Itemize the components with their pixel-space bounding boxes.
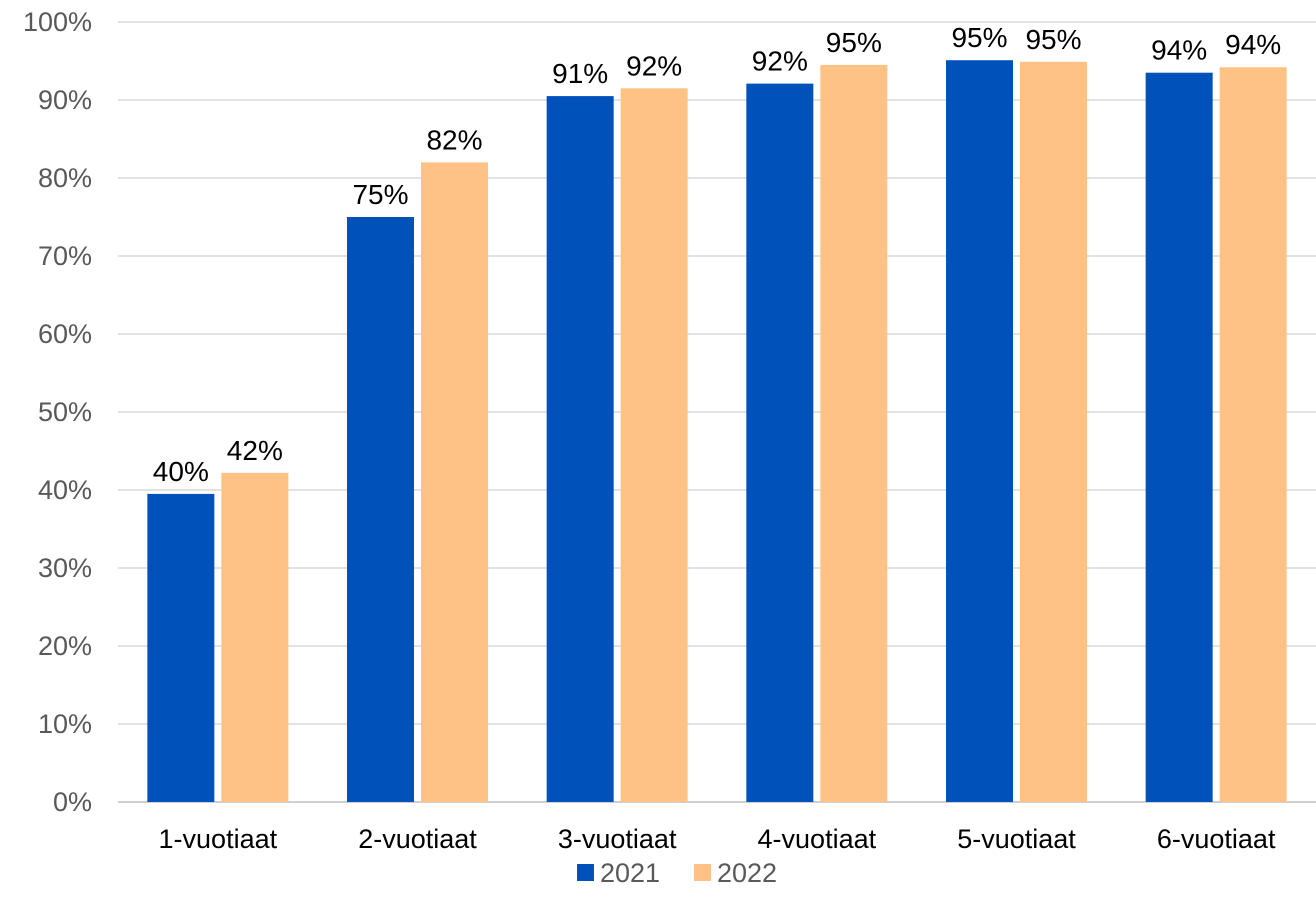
y-tick-label: 40% bbox=[38, 475, 92, 505]
legend-swatch-2021 bbox=[577, 864, 594, 881]
bar-2021-6-vuotiaat bbox=[1145, 72, 1213, 802]
bar-2022-2-vuotiaat bbox=[421, 162, 488, 802]
bar-2022-5-vuotiaat bbox=[1020, 61, 1087, 802]
x-category-label: 4-vuotiaat bbox=[758, 824, 877, 854]
x-category-label: 6-vuotiaat bbox=[1157, 824, 1276, 854]
data-label: 40% bbox=[153, 456, 209, 487]
bar-2022-3-vuotiaat bbox=[620, 88, 688, 803]
y-tick-label: 0% bbox=[53, 787, 92, 817]
data-label: 94% bbox=[1151, 35, 1207, 66]
gridlines bbox=[118, 21, 1316, 803]
data-label: 42% bbox=[227, 435, 283, 466]
data-label: 95% bbox=[951, 22, 1007, 53]
bar-2021-5-vuotiaat bbox=[946, 60, 1013, 803]
y-tick-label: 60% bbox=[38, 319, 92, 349]
x-category-label: 2-vuotiaat bbox=[358, 824, 477, 854]
data-label: 94% bbox=[1225, 29, 1281, 60]
y-tick-label: 100% bbox=[23, 7, 92, 37]
data-label: 92% bbox=[752, 46, 808, 77]
y-tick-label: 70% bbox=[38, 241, 92, 271]
y-tick-label: 30% bbox=[38, 553, 92, 583]
y-tick-label: 20% bbox=[38, 631, 92, 661]
legend-label: 2022 bbox=[717, 858, 777, 888]
x-category-label: 3-vuotiaat bbox=[558, 824, 677, 854]
bars bbox=[147, 60, 1287, 803]
legend: 2021 2022 bbox=[577, 858, 777, 888]
bar-2022-6-vuotiaat bbox=[1219, 67, 1287, 803]
x-category-label: 1-vuotiaat bbox=[159, 824, 278, 854]
bar-2021-3-vuotiaat bbox=[546, 96, 614, 803]
data-label: 82% bbox=[426, 124, 482, 155]
legend-swatch-2022 bbox=[694, 864, 711, 881]
y-tick-label: 50% bbox=[38, 397, 92, 427]
data-label: 95% bbox=[826, 27, 882, 58]
data-label: 91% bbox=[552, 58, 608, 89]
x-axis-categories: 1-vuotiaat 2-vuotiaat 3-vuotiaat 4-vuotiaat… bbox=[159, 824, 1276, 854]
bar-2021-1-vuotiaat bbox=[147, 493, 215, 802]
y-axis-ticks: 0% 10% 20% 30% 40% 50% 60% 70% 80% 90% 100% bbox=[23, 7, 92, 817]
y-tick-label: 10% bbox=[38, 709, 92, 739]
bar-2021-2-vuotiaat bbox=[347, 217, 414, 802]
data-label: 95% bbox=[1025, 24, 1081, 55]
legend-label: 2021 bbox=[600, 858, 660, 888]
y-tick-label: 80% bbox=[38, 163, 92, 193]
bar-2022-1-vuotiaat bbox=[221, 472, 289, 802]
data-labels: 40% 42% 75% 82% 91% 92% 92% 95% 95% 95% 94% 94% bbox=[153, 22, 1281, 487]
y-tick-label: 90% bbox=[38, 85, 92, 115]
bar-2022-4-vuotiaat bbox=[820, 64, 888, 802]
bar-2021-4-vuotiaat bbox=[746, 83, 814, 803]
data-label: 92% bbox=[626, 50, 682, 81]
data-label: 75% bbox=[352, 179, 408, 210]
x-category-label: 5-vuotiaat bbox=[957, 824, 1076, 854]
